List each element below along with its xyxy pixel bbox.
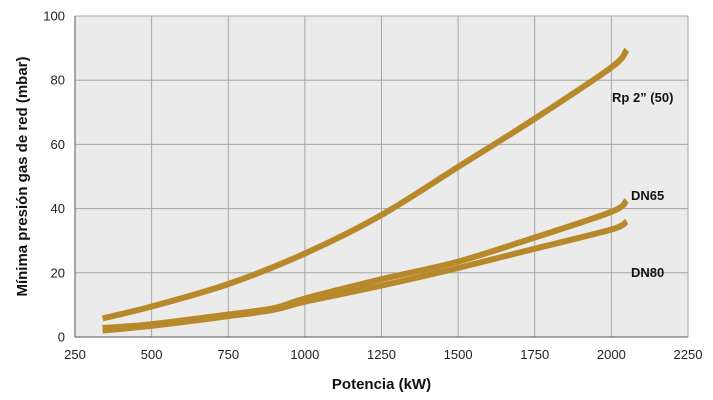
y-tick-label-5: 100 [43,9,65,24]
series-label-dn65: DN65 [631,188,664,203]
y-tick-label-3: 60 [51,137,65,152]
series-line-dn80 [102,218,629,334]
x-axis-title: Potencia (kW) [332,376,431,393]
x-tick-label-8: 2250 [674,347,703,362]
x-tick-label-5: 1500 [444,347,473,362]
x-tick-label-4: 1250 [367,347,396,362]
series-label-rp2-50: Rp 2” (50) [612,90,673,105]
y-tick-label-1: 20 [51,265,65,280]
x-tick-label-0: 250 [64,347,86,362]
y-axis-title: Mínima presión gas de red (mbar) [14,56,31,296]
y-tick-label-0: 0 [58,330,65,345]
x-tick-label-3: 1000 [290,347,319,362]
y-tick-label-2: 40 [51,201,65,216]
x-tick-label-2: 750 [217,347,239,362]
series-label-dn80: DN80 [631,265,664,280]
series-line-rp2-50 [101,47,630,322]
y-tick-label-4: 80 [51,73,65,88]
x-tick-label-6: 1750 [520,347,549,362]
x-tick-label-7: 2000 [597,347,626,362]
x-tick-label-1: 500 [141,347,163,362]
